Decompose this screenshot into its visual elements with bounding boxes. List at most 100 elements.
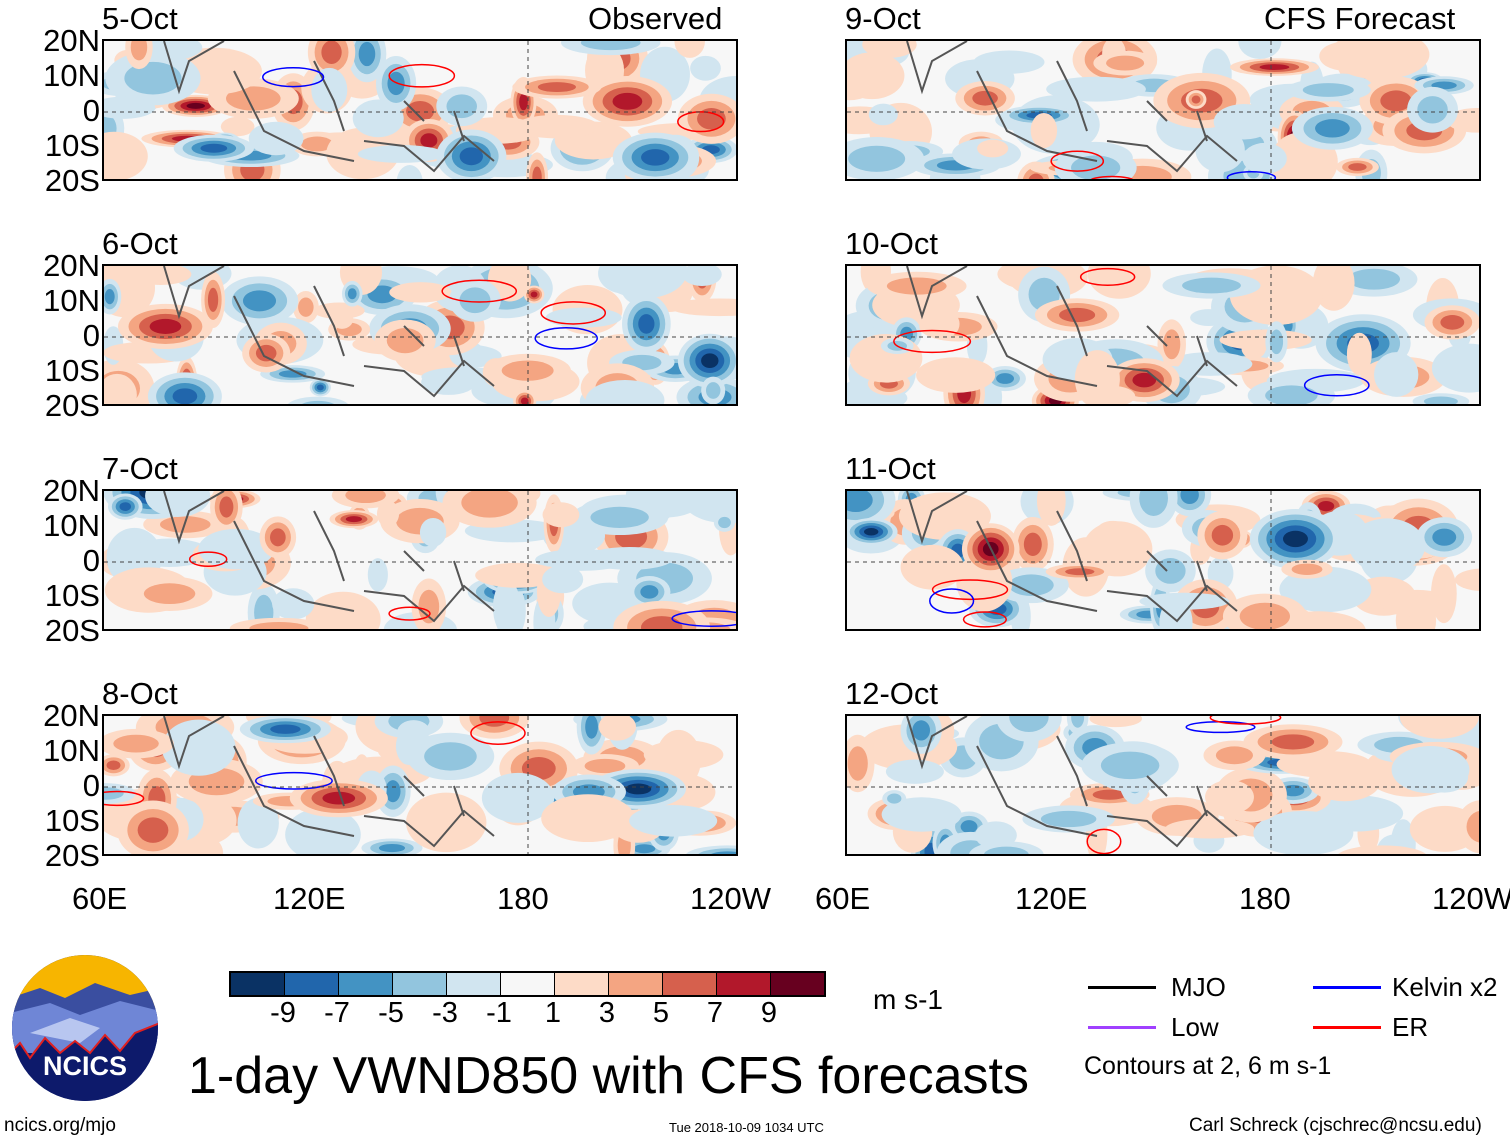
figure-title: 1-day VWND850 with CFS forecasts <box>188 1047 1029 1105</box>
kelvin-contour <box>534 326 598 350</box>
wind-anomaly-shading <box>1315 119 1350 138</box>
wind-anomaly-shading <box>1089 716 1143 728</box>
wind-anomaly-shading <box>330 309 354 329</box>
wind-anomaly-shading <box>316 384 324 391</box>
lat-label: 20S <box>44 613 100 648</box>
wind-anomaly-shading <box>104 373 137 404</box>
wind-anomaly-shading <box>278 370 307 378</box>
wind-anomaly-shading <box>419 517 447 547</box>
legend-label-low: Low <box>1171 1012 1219 1042</box>
wind-anomaly-shading <box>200 143 228 153</box>
lat-label: 10N <box>43 733 100 768</box>
wind-anomaly-shading <box>1159 597 1193 629</box>
wind-anomaly-shading <box>900 544 964 590</box>
wind-anomaly-shading <box>1040 810 1097 828</box>
wind-anomaly-shading <box>347 288 357 300</box>
wind-anomaly-shading <box>1155 557 1186 584</box>
wind-anomaly-shading <box>378 843 406 853</box>
wind-anomaly-shading <box>916 357 996 393</box>
map-panel-right-1 <box>845 264 1481 406</box>
wind-anomaly-shading <box>1265 385 1318 404</box>
wind-anomaly-shading <box>643 740 724 770</box>
wind-anomaly-shading <box>1100 751 1160 780</box>
colorbar <box>229 971 826 997</box>
wind-anomaly-shading <box>1191 95 1201 104</box>
wind-anomaly-shading <box>386 327 424 354</box>
coastline <box>163 491 495 623</box>
wind-anomaly-shading <box>1259 64 1290 71</box>
legend-line-mjo <box>1088 986 1156 989</box>
wind-anomaly-shading <box>1317 500 1335 512</box>
kelvin-contour <box>1226 171 1277 179</box>
wind-anomaly-shading <box>585 547 674 570</box>
er-contour <box>470 721 526 745</box>
panel-date-right-3: 12-Oct <box>845 676 939 711</box>
er-contour <box>1090 175 1134 179</box>
wind-anomaly-shading <box>345 491 386 504</box>
wind-anomaly-shading <box>1302 83 1354 97</box>
wind-anomaly-shading <box>521 756 556 781</box>
observed-label: Observed <box>588 1 723 36</box>
wind-anomaly-shading <box>612 92 643 110</box>
map-panel-left-0 <box>102 39 738 181</box>
website-link[interactable]: ncics.org/mjo <box>4 1115 116 1136</box>
wind-anomaly-shading <box>305 591 381 629</box>
wind-anomaly-shading <box>690 55 721 81</box>
wind-anomaly-shading <box>1106 55 1145 71</box>
wind-anomaly-shading <box>300 136 334 152</box>
lat-label: 10N <box>43 58 100 93</box>
wind-anomaly-shading <box>864 528 879 536</box>
wind-anomaly-shading <box>629 805 718 837</box>
wind-anomaly-shading <box>580 41 641 51</box>
lon-label-180-right: 180 <box>1239 881 1291 916</box>
er-contour <box>441 279 518 303</box>
wind-anomaly-shading <box>145 491 211 517</box>
lat-label: 0 <box>82 543 100 578</box>
wind-anomaly-shading <box>1087 266 1151 299</box>
lat-label: 20N <box>43 23 100 58</box>
colorbar-swatch <box>501 973 555 995</box>
er-contour <box>1079 267 1136 286</box>
wind-anomaly-shading <box>389 282 452 303</box>
wind-anomaly-shading <box>421 369 476 395</box>
wind-anomaly-shading <box>385 780 401 803</box>
wind-anomaly-shading <box>226 86 281 111</box>
wind-anomaly-shading <box>1312 266 1355 311</box>
wind-anomaly-shading <box>537 82 576 93</box>
colorbar-swatch <box>285 973 339 995</box>
wind-anomaly-shading <box>887 793 902 804</box>
wind-anomaly-shading <box>1241 337 1266 359</box>
wind-anomaly-shading <box>1092 789 1127 800</box>
coastline <box>163 266 495 398</box>
units-label: m s-1 <box>873 984 943 1015</box>
wind-anomaly-shading <box>996 373 1015 384</box>
colorbar-tick-label: -1 <box>486 997 512 1029</box>
wind-anomaly-shading <box>406 101 435 122</box>
wind-anomaly-shading <box>705 382 721 399</box>
wind-anomaly-shading <box>321 41 342 64</box>
wind-anomaly-shading <box>395 727 422 766</box>
panel-date-left-3: 8-Oct <box>102 676 178 711</box>
wind-anomaly-shading <box>641 149 670 166</box>
colorbar-tick-label: 1 <box>544 997 562 1029</box>
wind-anomaly-shading <box>1096 520 1129 540</box>
wind-anomaly-shading <box>1182 277 1241 294</box>
wind-anomaly-shading <box>1271 734 1315 750</box>
legend-label-er: ER <box>1392 1012 1429 1042</box>
colorbar-tick-label: -5 <box>378 997 404 1029</box>
wind-anomaly-shading <box>1030 112 1058 149</box>
legend-line-kelvin <box>1313 986 1381 989</box>
wind-anomaly-shading <box>1242 142 1287 175</box>
kelvin-contour <box>1303 374 1370 397</box>
wind-anomaly-shading <box>1229 266 1323 325</box>
wind-anomaly-shading <box>912 720 931 741</box>
map-panel-right-3 <box>845 714 1481 856</box>
wind-anomaly-shading <box>272 588 315 620</box>
colorbar-tick-label: 3 <box>598 997 616 1029</box>
wind-anomaly-shading <box>1417 96 1448 124</box>
wind-anomaly-shading <box>1239 602 1290 629</box>
wind-anomaly-shading <box>1330 41 1430 80</box>
timestamp: Tue 2018-10-09 1034 UTC <box>669 1120 824 1135</box>
er-contour <box>962 611 1007 628</box>
wind-anomaly-shading <box>520 397 529 404</box>
